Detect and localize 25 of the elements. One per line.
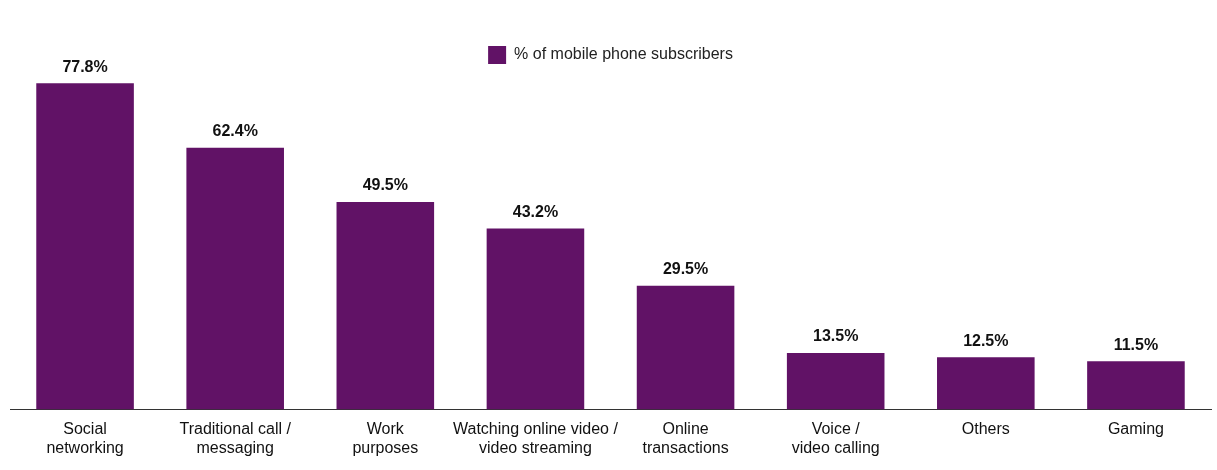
data-label: 11.5% bbox=[1113, 335, 1159, 353]
x-tick-label: Traditional call / messaging bbox=[179, 419, 292, 456]
bar bbox=[636, 285, 735, 410]
data-label: 13.5% bbox=[813, 327, 859, 345]
x-tick-label: Others bbox=[961, 419, 1010, 437]
data-label: 77.8% bbox=[62, 57, 108, 75]
data-label: 49.5% bbox=[362, 176, 408, 194]
bar bbox=[937, 357, 1035, 410]
x-tick-label: Online transactions bbox=[642, 419, 729, 456]
bar bbox=[336, 201, 435, 410]
bar bbox=[1087, 361, 1185, 410]
x-tick-label: Gaming bbox=[1107, 419, 1164, 437]
data-label: 29.5% bbox=[662, 260, 709, 278]
x-tick-label: Social networking bbox=[46, 419, 124, 456]
legend-label: % of mobile phone subscribers bbox=[514, 45, 733, 63]
x-tick-label: Work purposes bbox=[352, 419, 419, 456]
bar bbox=[36, 83, 134, 410]
bar bbox=[186, 147, 284, 410]
data-label: 12.5% bbox=[963, 331, 1009, 349]
bar bbox=[486, 228, 585, 410]
x-tick-label: Voice / video calling bbox=[791, 419, 880, 456]
data-label: 43.2% bbox=[512, 202, 559, 220]
bar bbox=[786, 352, 885, 410]
data-label: 62.4% bbox=[212, 122, 258, 140]
x-tick-label: Watching online video / video streaming bbox=[453, 419, 619, 456]
